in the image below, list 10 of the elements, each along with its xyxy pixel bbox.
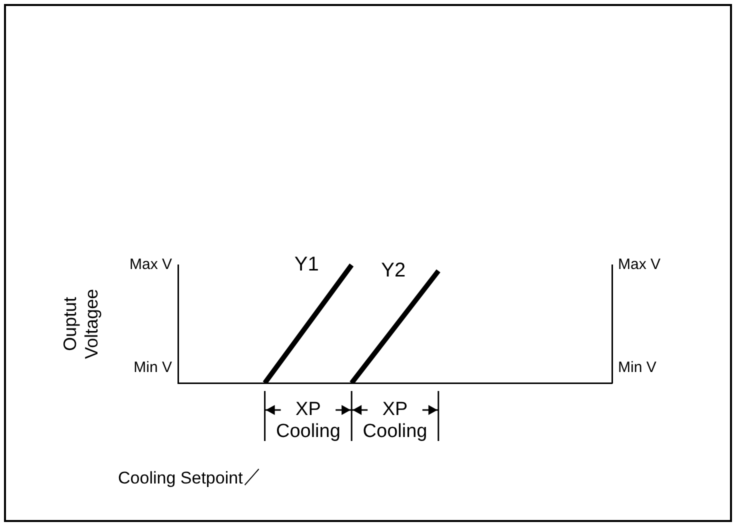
text: Min V [134, 359, 172, 376]
text: Max V [618, 256, 661, 274]
y-axis-title: Ouptut Voltagee [60, 288, 102, 360]
text: Min V [618, 359, 656, 376]
text: XP Cooling [276, 399, 340, 442]
text: Cooling Setpoint [118, 468, 244, 488]
series-label: Y1 [294, 254, 319, 276]
text: Max V [129, 256, 172, 274]
series-label: Y2 [381, 259, 406, 282]
text: XP Cooling [362, 399, 428, 442]
